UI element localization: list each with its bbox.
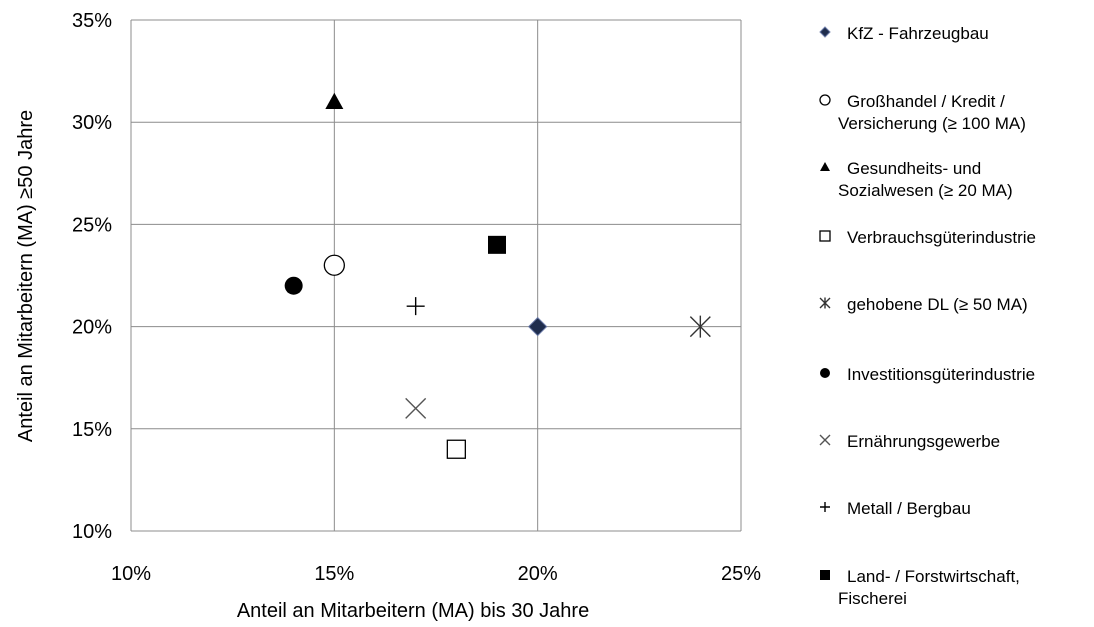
legend-marker: [820, 570, 830, 580]
y-tick-label: 20%: [72, 317, 112, 339]
y-axis-title: Anteil an Mitarbeitern (MA) ≥50 Jahre: [15, 110, 37, 442]
x-tick-label: 20%: [518, 563, 558, 585]
legend-marker: [819, 434, 831, 446]
legend-label: Fischerei: [838, 589, 907, 608]
legend-item: Investitionsgüterindustrie: [820, 365, 1035, 384]
legend: KfZ - Fahrzeugbau Großhandel / Kredit / Ve…: [819, 24, 1036, 608]
legend-marker: [819, 297, 831, 309]
legend-marker: [820, 162, 830, 171]
legend-label: Großhandel / Kredit /: [847, 92, 1005, 111]
x-tick-label: 25%: [721, 563, 761, 585]
legend-item: Gesundheits- und Sozialwesen (≥ 20 MA): [820, 159, 1013, 200]
y-tick-label: 35%: [72, 10, 112, 32]
y-tick-label: 30%: [72, 112, 112, 134]
legend-marker: [819, 26, 831, 38]
legend-label: Metall / Bergbau: [847, 499, 971, 518]
legend-marker: [820, 502, 830, 512]
data-point-plus: [406, 297, 425, 316]
legend-marker: [819, 230, 831, 242]
legend-item: Verbrauchsgüterindustrie: [819, 228, 1036, 247]
legend-label: Gesundheits- und: [847, 159, 981, 178]
legend-label: Verbrauchsgüterindustrie: [847, 228, 1036, 247]
data-point-asterisk: [689, 315, 711, 338]
y-tick-label: 15%: [72, 419, 112, 441]
legend-item: Großhandel / Kredit / Versicherung (≥ 100…: [819, 92, 1026, 133]
legend-item: Ernährungsgewerbe: [819, 432, 1000, 451]
x-tick-label: 15%: [314, 563, 354, 585]
data-point-square-open: [446, 439, 466, 459]
data-point-circle-open: [323, 254, 345, 276]
data-point-square: [488, 235, 506, 254]
grid-layer: [130, 19, 742, 532]
legend-label: Land- / Forstwirtschaft,: [847, 567, 1020, 586]
data-point-diamond: [527, 316, 548, 337]
legend-label: Sozialwesen (≥ 20 MA): [838, 181, 1013, 200]
data-point-layer: [284, 92, 711, 459]
legend-label: Ernährungsgewerbe: [847, 432, 1000, 451]
y-tick-label: 10%: [72, 521, 112, 543]
legend-label: gehobene DL (≥ 50 MA): [847, 295, 1028, 314]
y-tick-label: 25%: [72, 214, 112, 236]
legend-label: Versicherung (≥ 100 MA): [838, 114, 1026, 133]
legend-item: gehobene DL (≥ 50 MA): [819, 295, 1028, 314]
legend-item: Land- / Forstwirtschaft, Fischerei: [820, 567, 1020, 608]
legend-item: KfZ - Fahrzeugbau: [819, 24, 989, 43]
data-point-triangle: [325, 92, 344, 109]
x-tick-label: 10%: [111, 563, 151, 585]
legend-marker: [820, 368, 830, 378]
legend-marker: [819, 94, 831, 106]
data-point-x: [405, 397, 427, 419]
tick-label-layer: 10% 15% 20% 25% 10% 15% 20% 25% 30% 35%: [72, 10, 761, 585]
legend-label: KfZ - Fahrzeugbau: [847, 24, 989, 43]
legend-label: Investitionsgüterindustrie: [847, 365, 1035, 384]
data-point-circle: [284, 276, 303, 295]
legend-item: Metall / Bergbau: [820, 499, 971, 518]
x-axis-title: Anteil an Mitarbeitern (MA) bis 30 Jahre: [237, 600, 589, 622]
